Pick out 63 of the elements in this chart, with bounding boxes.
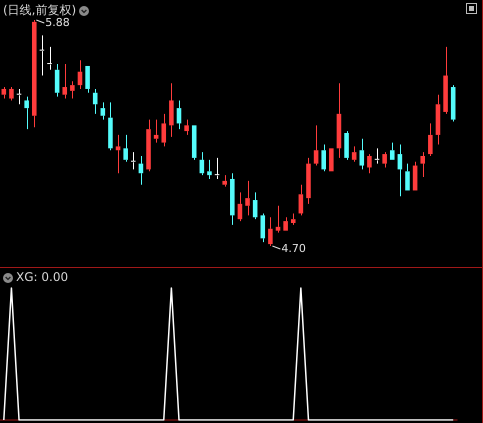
candlestick <box>352 146 356 162</box>
candlestick <box>78 60 82 90</box>
candlestick <box>92 88 98 114</box>
candlestick <box>436 94 440 145</box>
candlestick <box>450 84 456 122</box>
candlestick <box>321 144 326 172</box>
candlestick <box>390 142 395 160</box>
candlestick <box>47 46 52 70</box>
candlestick <box>238 192 242 222</box>
candlestick <box>260 212 266 243</box>
candlestick <box>16 88 22 105</box>
candlestick <box>100 102 106 120</box>
candlestick <box>382 152 387 168</box>
chart-title: XG: 0.00 <box>16 270 68 284</box>
candlestick <box>252 192 258 220</box>
candlestick <box>245 180 250 216</box>
candlestick <box>116 134 120 174</box>
candlestick <box>184 119 189 136</box>
candlestick <box>108 102 113 151</box>
candlestick <box>54 64 60 98</box>
candlestick <box>283 216 288 231</box>
candlestick <box>214 157 220 180</box>
candlestick <box>176 100 182 130</box>
candlestick <box>374 148 380 164</box>
candlestick <box>123 134 128 162</box>
candlestick <box>314 124 318 166</box>
candlestick <box>306 157 311 204</box>
candlestick <box>222 174 227 188</box>
candlestick <box>367 154 372 174</box>
candlestick <box>24 96 29 130</box>
candlestick <box>40 34 44 76</box>
candlestick <box>398 144 402 197</box>
candlestick <box>298 184 304 216</box>
candlestick <box>268 216 273 246</box>
candlestick <box>131 152 136 170</box>
candlestick <box>146 119 151 172</box>
candlestick <box>412 161 418 190</box>
candlestick <box>9 86 14 101</box>
candlestick <box>420 152 426 178</box>
candlestick <box>161 113 166 147</box>
candlestick <box>62 64 68 100</box>
candlestick <box>276 205 280 234</box>
candlestick <box>428 122 433 156</box>
chart-title: (日线,前复权) <box>3 3 76 17</box>
candlestick <box>230 172 235 226</box>
candlestick <box>169 82 174 138</box>
candlestick <box>192 125 197 160</box>
candlestick <box>32 20 37 128</box>
candlestick <box>2 86 6 100</box>
candlestick <box>405 163 410 190</box>
candlestick <box>443 46 448 114</box>
annotation: 4.70 <box>281 242 306 255</box>
candlestick <box>290 212 296 226</box>
candlestick <box>200 152 204 176</box>
candlestick <box>154 119 158 144</box>
candlestick <box>360 138 364 170</box>
candlestick <box>336 82 342 158</box>
annotation: 5.88 <box>45 16 70 29</box>
candlestick <box>344 130 349 160</box>
candlestick <box>70 80 75 100</box>
candlestick <box>207 159 212 180</box>
candlestick <box>85 66 90 94</box>
candlestick <box>138 155 144 186</box>
